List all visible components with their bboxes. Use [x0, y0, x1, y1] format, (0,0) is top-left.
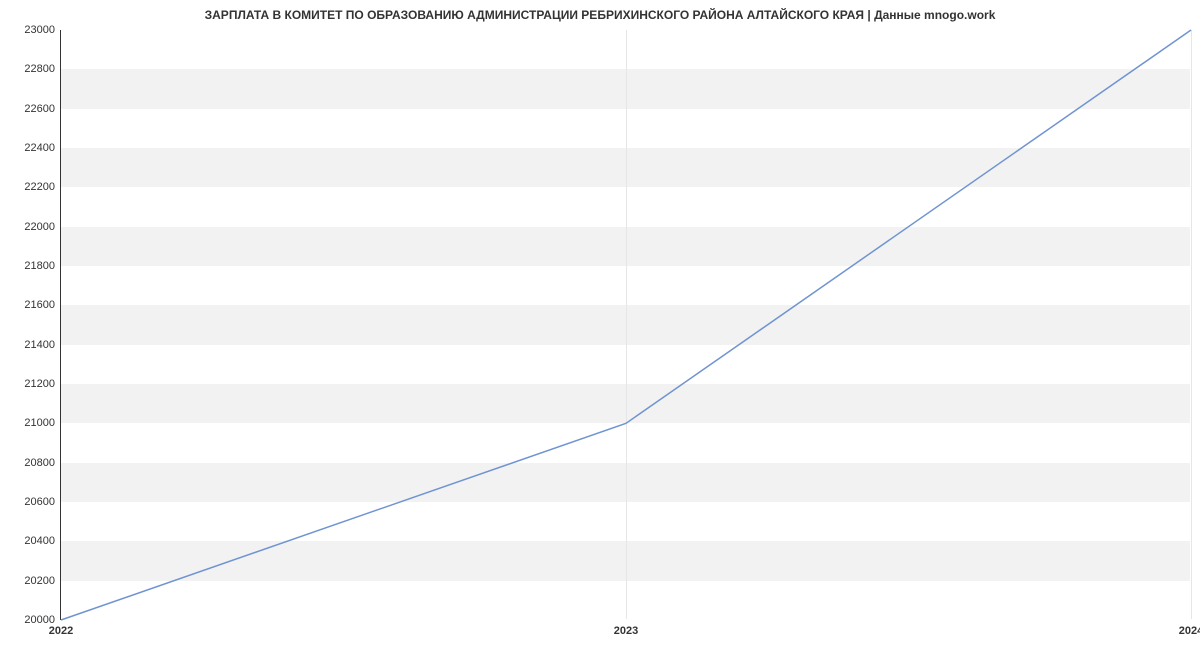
- series-line: [61, 30, 1191, 620]
- x-tick-label: 2022: [49, 625, 73, 637]
- y-tick-label: 21600: [24, 299, 55, 311]
- plot-area: 2000020200204002060020800210002120021400…: [60, 30, 1190, 620]
- x-tick-label: 2024: [1179, 625, 1200, 637]
- y-tick-label: 21800: [24, 260, 55, 272]
- y-tick-label: 21200: [24, 378, 55, 390]
- chart-title: ЗАРПЛАТА В КОМИТЕТ ПО ОБРАЗОВАНИЮ АДМИНИ…: [0, 8, 1200, 22]
- y-tick-label: 22600: [24, 103, 55, 115]
- y-tick-label: 22400: [24, 142, 55, 154]
- y-tick-label: 20800: [24, 457, 55, 469]
- y-tick-label: 23000: [24, 24, 55, 36]
- line-chart-svg: [61, 30, 1190, 619]
- y-tick-label: 22200: [24, 181, 55, 193]
- y-tick-label: 22800: [24, 63, 55, 75]
- y-tick-label: 21400: [24, 339, 55, 351]
- y-tick-label: 20400: [24, 535, 55, 547]
- y-tick-label: 20200: [24, 575, 55, 587]
- x-tick-label: 2023: [614, 625, 638, 637]
- y-tick-label: 21000: [24, 417, 55, 429]
- y-tick-label: 22000: [24, 221, 55, 233]
- x-gridline: [1191, 30, 1192, 619]
- y-tick-label: 20600: [24, 496, 55, 508]
